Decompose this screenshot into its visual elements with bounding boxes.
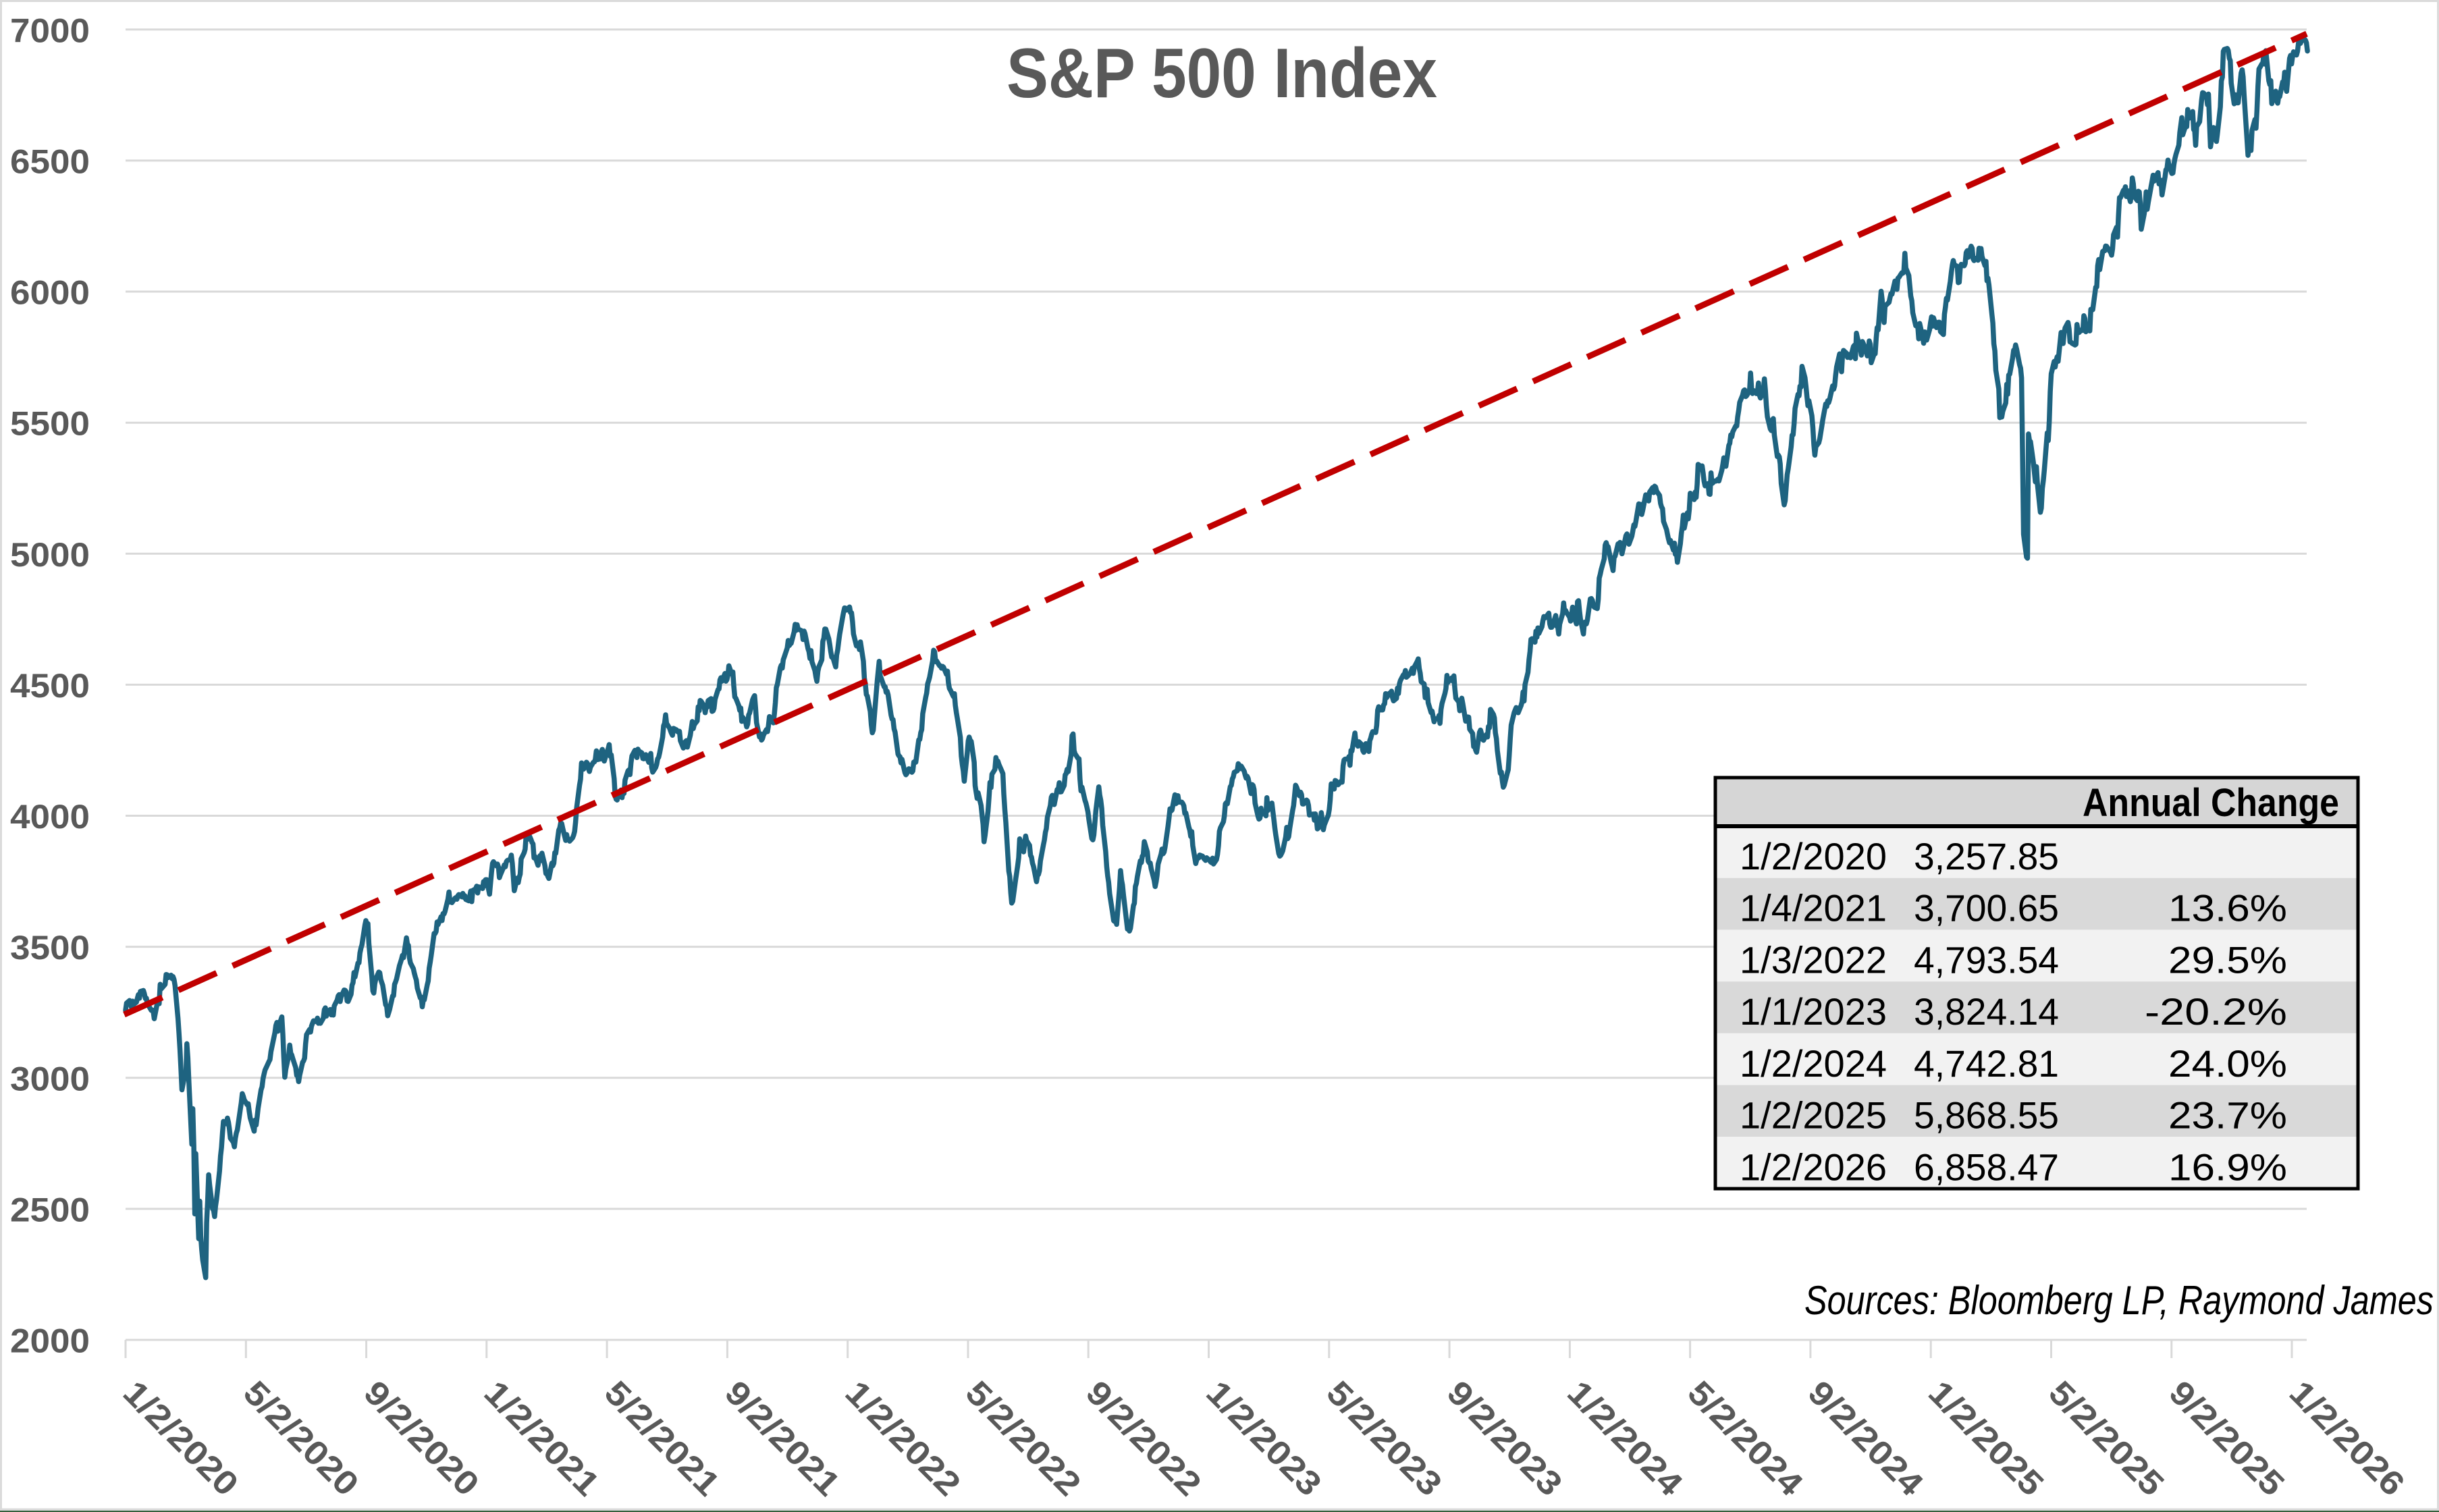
svg-text:2000: 2000: [10, 1322, 90, 1360]
svg-text:1/2/2024: 1/2/2024: [1740, 1042, 1887, 1085]
svg-text:Annual Change: Annual Change: [2083, 781, 2339, 825]
svg-text:7000: 7000: [10, 11, 90, 49]
svg-text:1/2/2020: 1/2/2020: [1740, 835, 1887, 878]
svg-text:2500: 2500: [10, 1191, 90, 1228]
svg-text:1/1/2023: 1/1/2023: [1740, 990, 1887, 1033]
svg-text:1/2/2025: 1/2/2025: [1740, 1094, 1887, 1137]
svg-text:1/2/2026: 1/2/2026: [1740, 1145, 1887, 1188]
svg-text:16.9%: 16.9%: [2168, 1145, 2287, 1188]
svg-text:13.6%: 13.6%: [2168, 887, 2287, 929]
svg-text:6000: 6000: [10, 274, 90, 312]
svg-text:4500: 4500: [10, 667, 90, 705]
svg-text:Sources: Bloomberg LP, Raymond: Sources: Bloomberg LP, Raymond James: [1804, 1278, 2434, 1323]
svg-text:3,824.14: 3,824.14: [1914, 990, 2059, 1033]
svg-text:-20.2%: -20.2%: [2145, 990, 2287, 1033]
svg-text:3500: 3500: [10, 929, 90, 967]
svg-text:4000: 4000: [10, 798, 90, 836]
svg-text:6500: 6500: [10, 142, 90, 180]
svg-text:3000: 3000: [10, 1060, 90, 1098]
svg-text:S&P 500 Index: S&P 500 Index: [1007, 34, 1437, 113]
svg-text:1/3/2022: 1/3/2022: [1740, 938, 1887, 981]
svg-text:3,700.65: 3,700.65: [1914, 887, 2059, 929]
svg-text:3,257.85: 3,257.85: [1914, 835, 2059, 878]
svg-text:29.5%: 29.5%: [2168, 938, 2287, 981]
svg-text:24.0%: 24.0%: [2168, 1042, 2287, 1085]
svg-text:23.7%: 23.7%: [2168, 1094, 2287, 1137]
svg-text:5500: 5500: [10, 405, 90, 443]
svg-text:4,742.81: 4,742.81: [1914, 1042, 2059, 1085]
svg-text:1/4/2021: 1/4/2021: [1740, 887, 1887, 929]
svg-text:5000: 5000: [10, 536, 90, 574]
svg-text:5,868.55: 5,868.55: [1914, 1094, 2059, 1137]
svg-text:4,793.54: 4,793.54: [1914, 938, 2059, 981]
svg-text:6,858.47: 6,858.47: [1914, 1145, 2059, 1188]
